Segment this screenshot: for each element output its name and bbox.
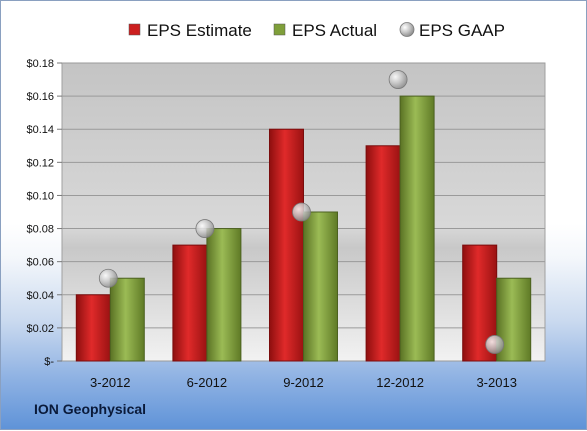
y-tick-label: $0.08	[26, 224, 54, 236]
y-tick-label: $0.06	[26, 257, 54, 269]
gaap-marker	[485, 335, 505, 354]
estimate-bar	[172, 244, 208, 362]
actual-bar	[206, 228, 242, 362]
estimate-bar	[269, 128, 304, 362]
legend: EPS Estimate EPS Actual EPS GAAP	[128, 21, 505, 40]
x-tick-label: 3-2013	[476, 375, 516, 390]
legend-label: EPS Estimate	[147, 21, 252, 40]
y-tick-label: $0.18	[26, 58, 54, 70]
y-tick-label: $0.04	[26, 290, 54, 302]
legend-swatch	[273, 23, 286, 36]
x-tick-label: 9-2012	[283, 375, 323, 390]
legend-label: EPS GAAP	[419, 21, 505, 40]
company-name: ION Geophysical	[34, 401, 147, 417]
y-tick-label: $0.12	[26, 157, 54, 169]
gaap-marker	[388, 70, 408, 89]
gaap-markers	[98, 70, 505, 354]
y-axis-labels: $- $0.02 $0.04 $0.06 $0.08 $0.10 $0.12 $0.14 $0.…	[26, 58, 54, 368]
actual-bar	[109, 277, 145, 362]
gaap-marker	[195, 219, 215, 238]
estimate-bar	[75, 294, 111, 362]
legend-swatch	[128, 23, 141, 36]
y-tick-label: $0.02	[26, 323, 54, 335]
x-tick-label: 6-2012	[187, 375, 227, 390]
y-tick-label: $0.14	[26, 124, 54, 136]
gaap-marker	[98, 268, 118, 288]
y-tick-label: $0.10	[26, 190, 54, 202]
legend-swatch	[399, 22, 415, 37]
bars	[75, 95, 532, 362]
actual-bar	[399, 95, 435, 362]
y-tick-label: $0.16	[26, 91, 54, 103]
x-tick-label: 3-2012	[90, 375, 130, 390]
legend-label: EPS Actual	[292, 21, 377, 40]
gaap-marker	[292, 202, 311, 222]
estimate-bar	[365, 145, 401, 362]
x-tick-label: 12-2012	[376, 375, 424, 390]
y-tick-label: $-	[44, 356, 54, 368]
x-axis-labels: 3-2012 6-2012 9-2012 12-2012 3-2013	[90, 375, 517, 390]
actual-bar	[303, 211, 338, 362]
